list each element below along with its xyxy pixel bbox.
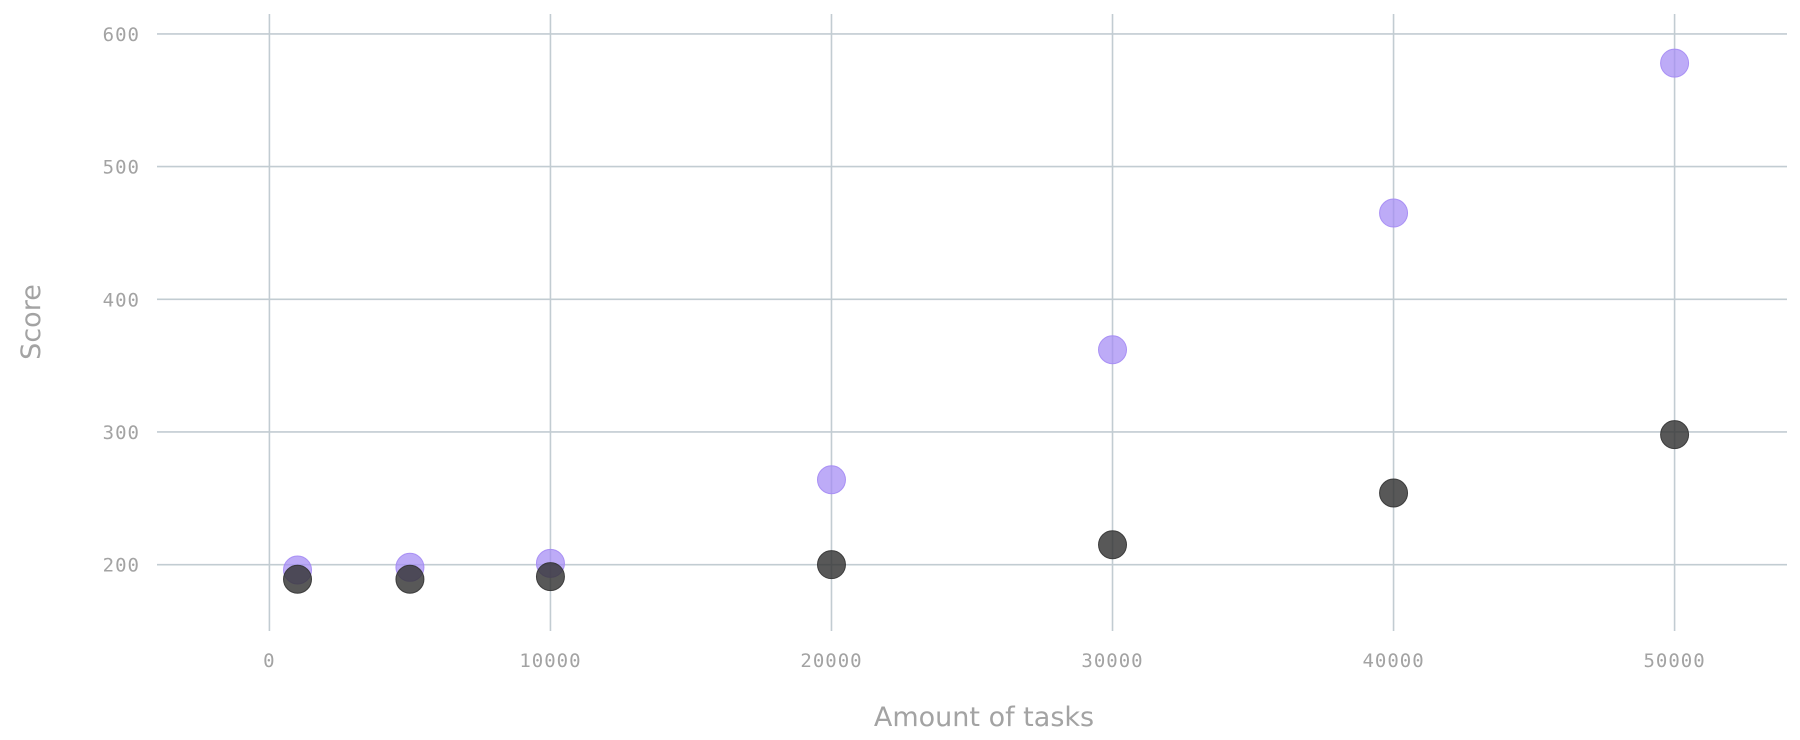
- y-tick-label: 600: [103, 24, 140, 46]
- y-axis-ticks: 200 300 400 500 600: [103, 24, 140, 577]
- x-tick-label: 50000: [1643, 650, 1705, 672]
- x-axis-ticks: 0 10000 20000 30000 40000 50000: [263, 650, 1705, 672]
- data-point-series-2: [816, 550, 846, 580]
- data-point-series-2: [1098, 530, 1128, 560]
- y-tick-label: 200: [103, 555, 140, 577]
- data-point-series-1: [1098, 335, 1128, 365]
- data-point-series-2: [395, 564, 425, 594]
- x-tick-label: 10000: [519, 650, 581, 672]
- data-point-series-1: [1660, 48, 1690, 78]
- y-tick-label: 300: [103, 422, 140, 444]
- data-point-series-2: [535, 562, 565, 592]
- x-tick-label: 40000: [1362, 650, 1424, 672]
- data-point-series-2: [1660, 420, 1690, 450]
- x-tick-label: 30000: [1081, 650, 1143, 672]
- y-tick-label: 400: [103, 289, 140, 311]
- x-tick-label: 20000: [800, 650, 862, 672]
- data-point-series-1: [1379, 198, 1409, 228]
- data-point-series-2: [1379, 478, 1409, 508]
- y-tick-label: 500: [103, 157, 140, 179]
- data-points: [283, 48, 1690, 594]
- data-point-series-1: [816, 465, 846, 495]
- y-axis-title: Score: [16, 284, 47, 360]
- grid: [157, 14, 1787, 631]
- x-tick-label: 0: [263, 650, 275, 672]
- x-axis-title: Amount of tasks: [874, 702, 1094, 733]
- data-point-series-2: [283, 564, 313, 594]
